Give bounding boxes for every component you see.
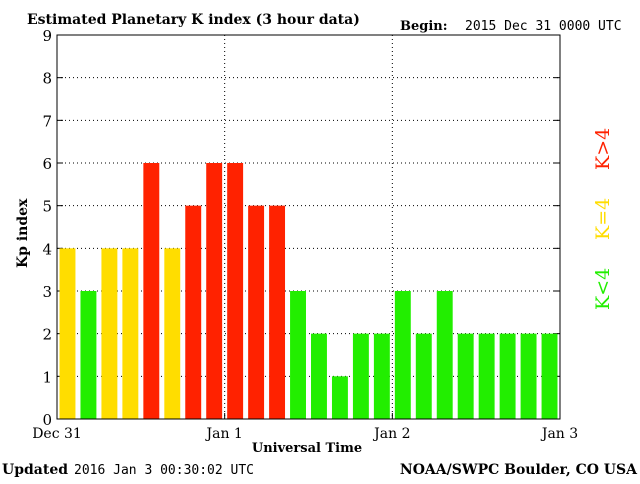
kp-bar	[269, 205, 286, 419]
kp-bar	[394, 291, 411, 419]
legend-low: K<4	[592, 268, 614, 310]
kp-bar	[415, 333, 432, 419]
kp-bar	[227, 163, 244, 419]
kp-bar	[80, 291, 97, 419]
kp-bar	[331, 376, 348, 419]
plot-background	[57, 35, 560, 419]
x-tick-label: Jan 2	[372, 426, 410, 442]
kp-bar	[457, 333, 474, 419]
credit: NOAA/SWPC Boulder, CO USA	[400, 462, 638, 478]
plot-frame	[56, 34, 561, 420]
begin-label: Begin:	[400, 19, 448, 34]
x-tick-label: Jan 3	[540, 426, 578, 442]
chart-title: Estimated Planetary K index (3 hour data…	[27, 12, 360, 28]
legend: K<4 K=4 K>4	[592, 128, 614, 310]
x-tick-label: Jan 1	[204, 426, 242, 442]
kp-bar	[206, 163, 223, 419]
y-tick-label: 4	[42, 240, 52, 258]
updated-value: 2016 Jan 3 00:30:02 UTC	[74, 463, 254, 478]
kp-bar	[478, 333, 495, 419]
kp-bar	[185, 205, 202, 419]
kp-bar	[520, 333, 537, 419]
kp-bar	[373, 333, 390, 419]
kp-bar	[436, 291, 453, 419]
updated-label: Updated	[2, 462, 68, 478]
y-axis-label: Kp index	[15, 198, 31, 268]
y-tick-label: 9	[42, 27, 52, 45]
y-tick-label: 3	[42, 283, 52, 301]
kp-bar	[101, 248, 118, 419]
kp-bar	[311, 333, 327, 419]
x-tick-label: Dec 31	[32, 426, 82, 442]
kp-bar	[248, 205, 265, 419]
plot-area: 0 1 2 3 4 5 6 7 8 9 Dec 31 Jan 1 Jan 2 Jan 3	[32, 27, 578, 442]
kp-bar	[164, 248, 181, 419]
y-tick-label: 8	[42, 70, 52, 88]
y-tick-label: 6	[42, 155, 52, 173]
y-tick-label: 2	[42, 326, 52, 344]
y-tick-label: 7	[42, 112, 52, 130]
kp-bar	[352, 333, 369, 419]
kp-bar	[59, 248, 76, 419]
kp-bar	[122, 248, 139, 419]
kp-bar	[290, 291, 306, 419]
x-axis-label: Universal Time	[252, 441, 362, 456]
legend-mid: K=4	[592, 198, 614, 240]
kp-bar	[541, 333, 558, 419]
kp-bar	[499, 333, 516, 419]
kp-bar	[143, 163, 160, 419]
begin-value: 2015 Dec 31 0000 UTC	[465, 19, 622, 34]
y-tick-label: 0	[42, 411, 52, 429]
legend-high: K>4	[592, 128, 614, 170]
y-tick-label: 1	[42, 368, 52, 386]
y-tick-label: 5	[42, 198, 52, 216]
